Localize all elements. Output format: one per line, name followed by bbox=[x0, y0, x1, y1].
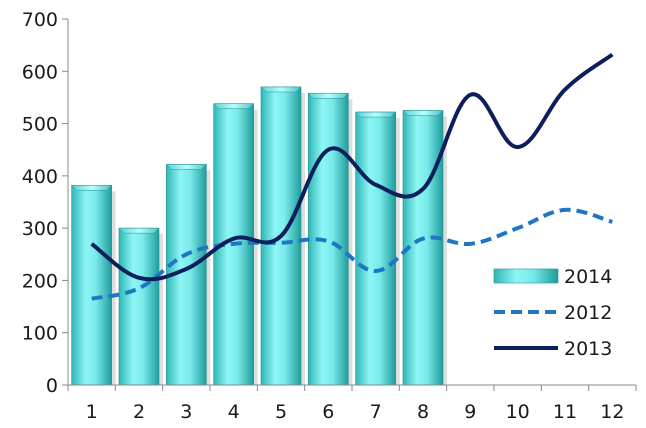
y-tick-label-0: 0 bbox=[46, 375, 58, 397]
legend-item-2013: 2013 bbox=[494, 338, 612, 360]
bar-2014-2 bbox=[118, 227, 163, 386]
x-tick-label-12: 12 bbox=[600, 401, 624, 423]
legend-item-2012: 2012 bbox=[494, 302, 612, 324]
x-tick-label-4: 4 bbox=[228, 401, 240, 423]
x-tick-label-3: 3 bbox=[180, 401, 192, 423]
legend-item-2014: 2014 bbox=[493, 266, 612, 288]
x-tick-label-1: 1 bbox=[86, 401, 98, 423]
line-series-group bbox=[90, 52, 614, 301]
x-tick-label-5: 5 bbox=[275, 401, 287, 423]
y-tick-label-100: 100 bbox=[22, 323, 58, 345]
y-tick-label-500: 500 bbox=[22, 114, 58, 136]
y-tick-label-400: 400 bbox=[22, 166, 58, 188]
x-tick-label-6: 6 bbox=[322, 401, 334, 423]
legend-swatch-2014 bbox=[493, 268, 559, 284]
bar-2014-7 bbox=[355, 111, 400, 386]
line-2012 bbox=[91, 207, 613, 301]
x-tick-label-7: 7 bbox=[370, 401, 382, 423]
y-tick-label-300: 300 bbox=[22, 218, 58, 240]
bar-2014-8 bbox=[402, 110, 447, 386]
legend-label-2013: 2013 bbox=[564, 338, 612, 360]
y-tick-label-700: 700 bbox=[22, 9, 58, 31]
x-tick-label-10: 10 bbox=[506, 401, 530, 423]
x-tick-label-9: 9 bbox=[464, 401, 476, 423]
y-tick-label-600: 600 bbox=[22, 61, 58, 83]
legend: 2014 2012 2013 bbox=[493, 266, 612, 360]
bar-2014-6 bbox=[307, 92, 353, 386]
legend-label-2014: 2014 bbox=[564, 266, 612, 288]
line-2013 bbox=[90, 52, 614, 282]
legend-label-2012: 2012 bbox=[564, 302, 612, 324]
y-tick-label-200: 200 bbox=[22, 270, 58, 292]
x-tick-label-2: 2 bbox=[133, 401, 145, 423]
x-tick-label-11: 11 bbox=[553, 401, 577, 423]
bar-2014-3 bbox=[165, 164, 211, 386]
bar-2014-4 bbox=[213, 103, 258, 386]
x-tick-label-8: 8 bbox=[417, 401, 429, 423]
bar-series-2014 bbox=[71, 86, 447, 386]
bar-2014-1 bbox=[71, 184, 116, 386]
